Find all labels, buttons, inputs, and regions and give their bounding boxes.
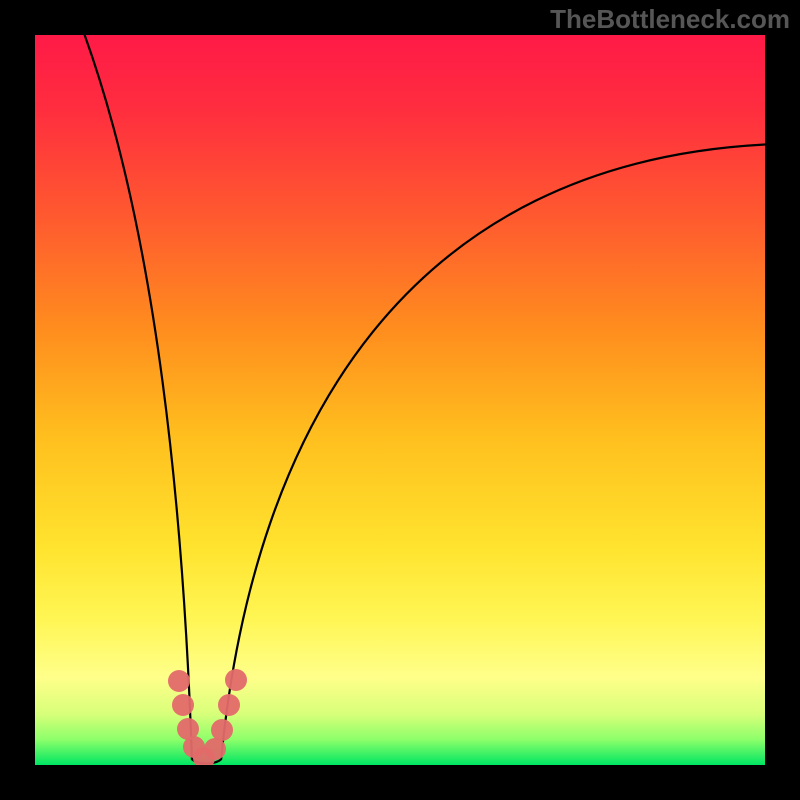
curve-marker <box>225 669 247 691</box>
bottleneck-curve <box>35 35 765 765</box>
v-curve-path <box>85 35 765 763</box>
curve-marker <box>211 719 233 741</box>
curve-marker <box>168 670 190 692</box>
curve-marker <box>218 694 240 716</box>
watermark-text: TheBottleneck.com <box>550 4 790 35</box>
plot-area <box>35 35 765 765</box>
curve-marker <box>172 694 194 716</box>
curve-marker <box>204 738 226 760</box>
